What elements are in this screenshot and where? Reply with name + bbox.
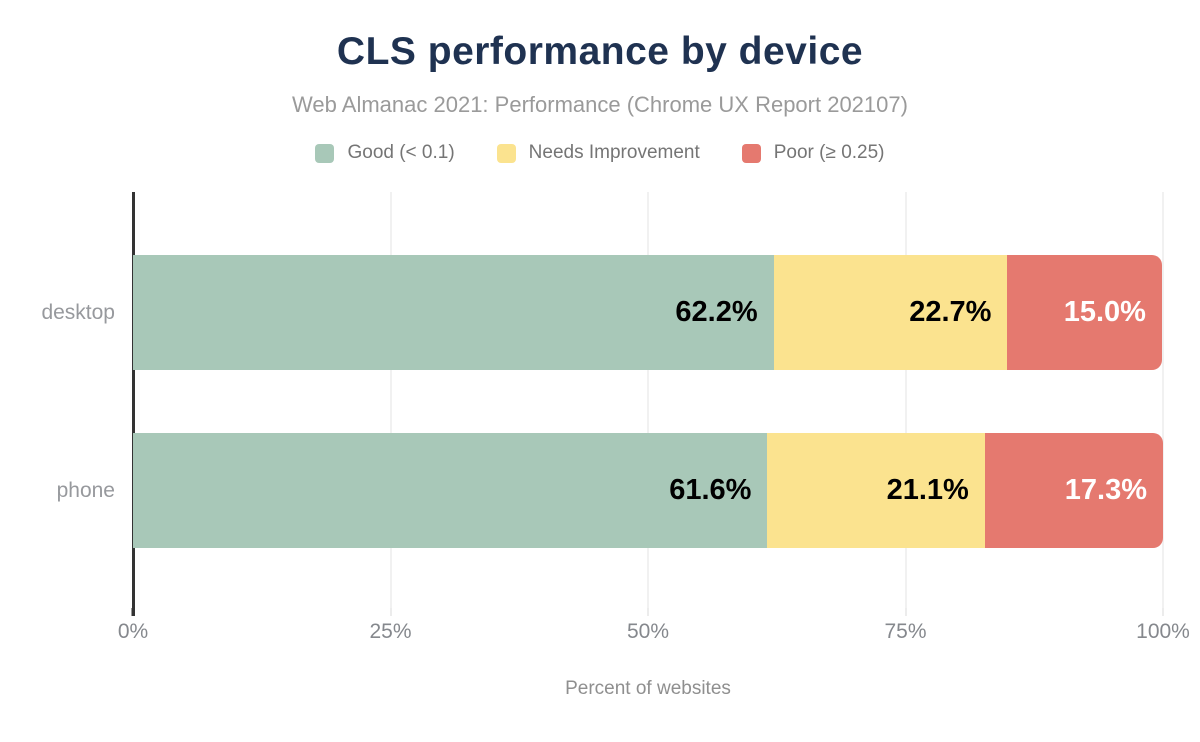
legend-swatch-poor bbox=[741, 143, 761, 163]
x-tick-mark bbox=[389, 608, 392, 616]
legend-item-poor: Poor (≥ 0.25) bbox=[741, 142, 885, 164]
x-tick-mark bbox=[904, 608, 907, 616]
legend-label-poor: Poor (≥ 0.25) bbox=[773, 142, 885, 163]
value-label: 17.3% bbox=[1064, 474, 1147, 506]
bar-segment-good-desktop: 62.2% bbox=[133, 255, 774, 370]
bar-segment-good-phone: 61.6% bbox=[133, 433, 768, 548]
x-axis-ticks: 0% 25% 50% 75% 100% bbox=[118, 608, 1190, 658]
value-label: 22.7% bbox=[909, 296, 992, 328]
gridline bbox=[904, 192, 907, 608]
plot-area: 62.2% 22.7% 15.0% 61.6% 21.1% 17.3% bbox=[132, 192, 1164, 616]
y-axis-label-desktop: desktop bbox=[41, 301, 115, 324]
legend-swatch-needs-improvement bbox=[496, 143, 516, 163]
x-tick-label: 100% bbox=[1136, 620, 1190, 643]
bar-segment-needs-improvement-desktop: 22.7% bbox=[773, 255, 1008, 370]
gridline bbox=[647, 192, 649, 608]
y-axis-label-phone: phone bbox=[56, 479, 115, 502]
legend: Good (< 0.1) Needs Improvement Poor (≥ 0… bbox=[0, 142, 1200, 164]
chart-title: CLS performance by device bbox=[336, 30, 864, 73]
x-tick-mark bbox=[131, 608, 135, 616]
legend-swatch-good bbox=[315, 143, 335, 163]
x-tick-label: 50% bbox=[626, 620, 670, 643]
bar-segment-needs-improvement-phone: 21.1% bbox=[767, 433, 985, 548]
bar-segment-poor-phone: 17.3% bbox=[984, 433, 1163, 548]
value-label: 15.0% bbox=[1063, 296, 1146, 328]
x-tick-mark bbox=[647, 608, 649, 616]
value-label: 62.2% bbox=[675, 296, 758, 328]
value-label: 61.6% bbox=[669, 474, 752, 506]
x-tick-label: 75% bbox=[884, 620, 927, 643]
x-tick-label: 25% bbox=[369, 620, 412, 643]
legend-item-good: Good (< 0.1) bbox=[315, 142, 455, 164]
gridline bbox=[1162, 192, 1164, 608]
value-label: 21.1% bbox=[886, 474, 969, 506]
legend-label-needs-improvement: Needs Improvement bbox=[528, 142, 700, 163]
x-axis-title: Percent of websites bbox=[565, 678, 731, 699]
x-tick-label: 0% bbox=[117, 620, 149, 643]
chart-subtitle: Web Almanac 2021: Performance (Chrome UX… bbox=[292, 92, 908, 117]
legend-item-needs-improvement: Needs Improvement bbox=[496, 142, 700, 164]
y-axis-line bbox=[132, 192, 135, 616]
bar-desktop: 62.2% 22.7% 15.0% bbox=[133, 255, 1163, 370]
gridline bbox=[389, 192, 392, 608]
bar-phone: 61.6% 21.1% 17.3% bbox=[133, 433, 1163, 548]
bar-segment-poor-desktop: 15.0% bbox=[1007, 255, 1162, 370]
x-tick-mark bbox=[1162, 608, 1164, 616]
legend-label-good: Good (< 0.1) bbox=[347, 142, 455, 163]
